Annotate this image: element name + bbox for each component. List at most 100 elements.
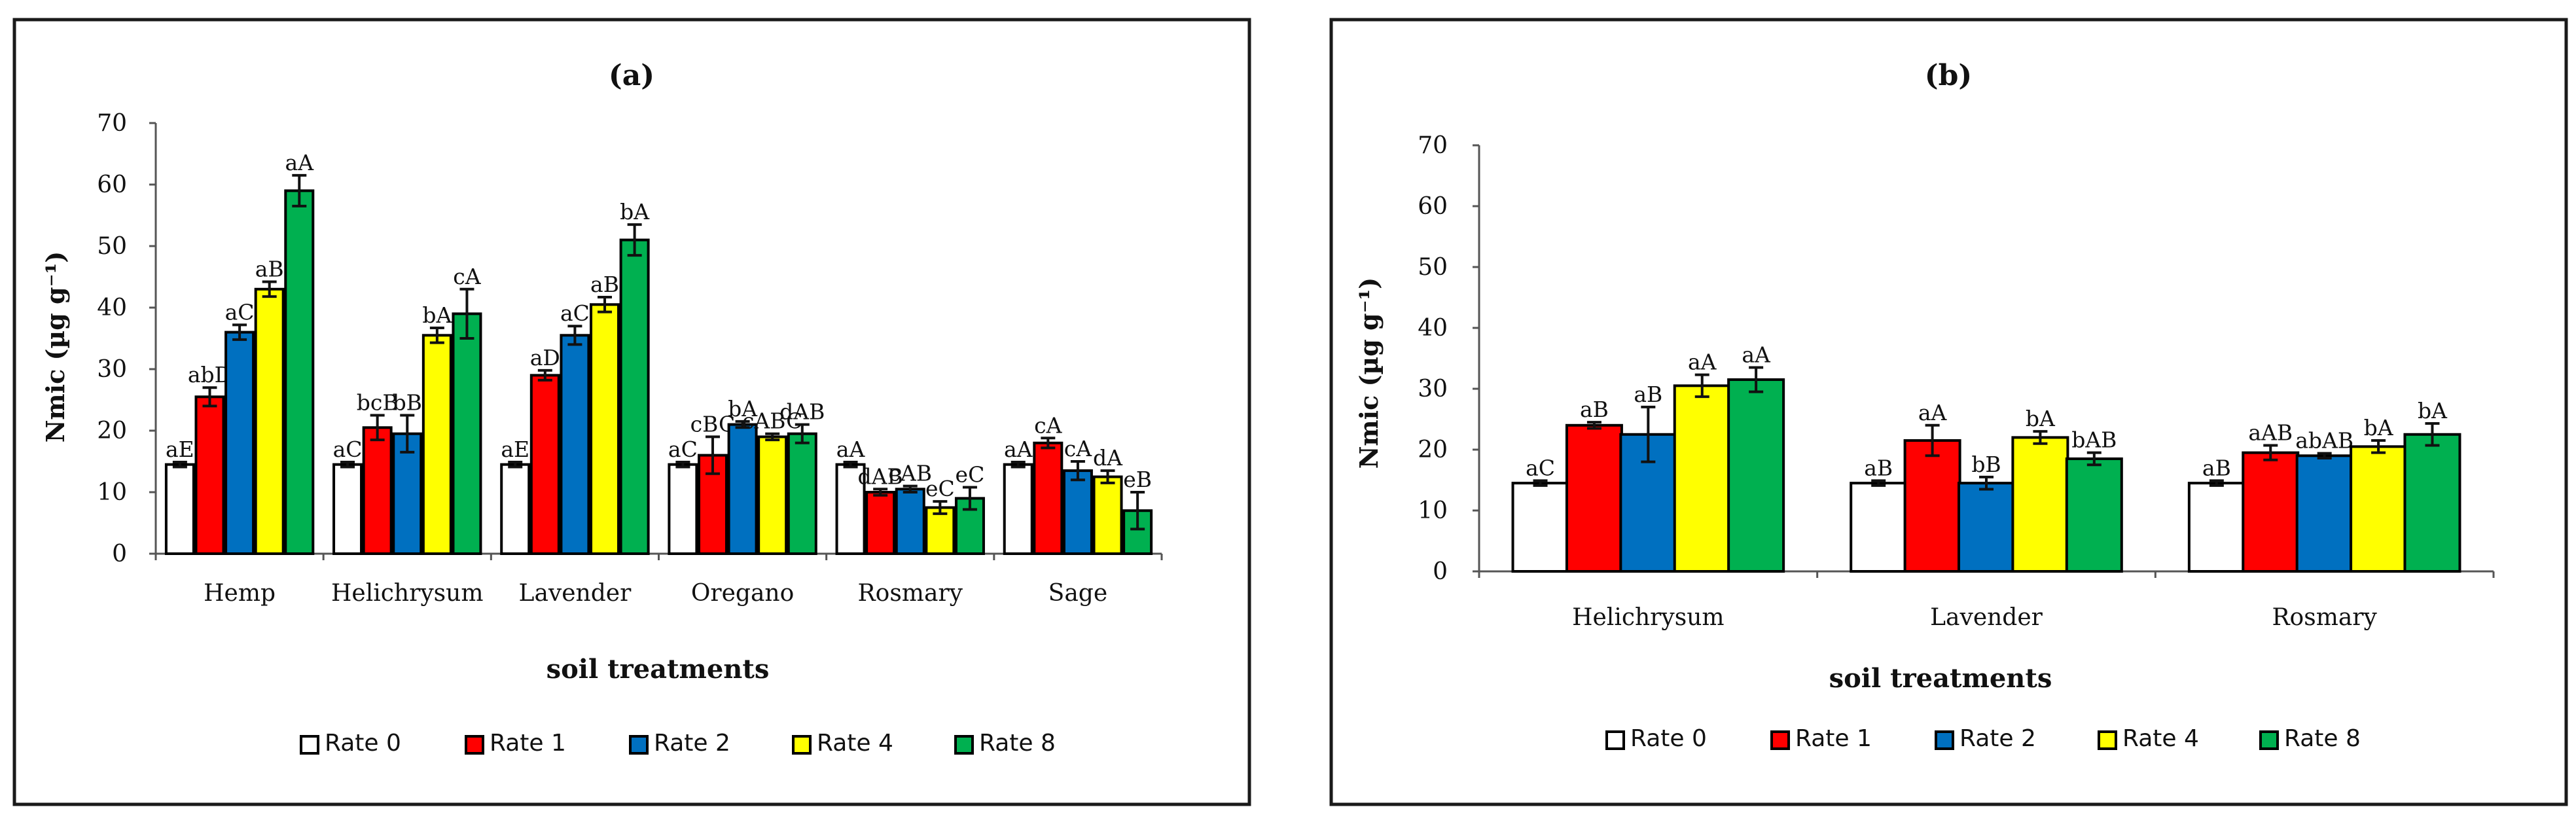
y-tick-label: 30	[97, 356, 127, 383]
bar-rate-8	[284, 189, 315, 555]
data-label: bA	[422, 302, 452, 328]
bar-rate-0	[835, 463, 866, 556]
data-label: aB	[1864, 455, 1893, 480]
panel-a-plot-area: 010203040506070HempaEabDaCaBaAHelichrysu…	[97, 110, 1163, 607]
data-label: aB	[1634, 382, 1662, 407]
bar-rate-0	[1850, 482, 1908, 573]
panel-b-y-axis-label: Nmic (µg g⁻¹)	[1354, 278, 1384, 469]
bar-rate-4	[421, 334, 452, 555]
legend-label: Rate 0	[325, 730, 401, 757]
data-label: abD	[188, 362, 232, 387]
y-tick-label: 50	[97, 233, 127, 260]
bar-rate-0	[668, 463, 698, 556]
data-label: bcB	[357, 390, 399, 416]
legend-swatch	[465, 735, 484, 755]
bar-rate-8	[2403, 433, 2461, 573]
legend-label: Rate 4	[817, 730, 893, 757]
data-label: dA	[1093, 445, 1123, 471]
y-tick-label: 20	[97, 418, 127, 444]
y-tick-label: 60	[1418, 193, 1448, 220]
bar-rate-0	[164, 463, 195, 556]
bar-rate-1	[2242, 451, 2300, 573]
x-category-label: Rosmary	[2272, 604, 2377, 631]
bar-rate-2	[895, 488, 925, 555]
bar-rate-8	[2065, 457, 2123, 573]
bar-rate-8	[619, 238, 650, 555]
bar-rate-8	[1727, 378, 1785, 573]
bar-rate-4	[1673, 384, 1731, 573]
bar-rate-4	[925, 506, 956, 555]
bar-rate-2	[560, 334, 590, 555]
data-label: bAB	[2071, 427, 2117, 453]
data-label: aC	[225, 299, 255, 325]
data-label: aA	[285, 150, 315, 175]
panel-b-frame	[1329, 18, 2568, 806]
data-label: aA	[1004, 437, 1033, 462]
bar-rate-0	[1511, 482, 1569, 573]
x-category-label: Lavender	[1930, 604, 2043, 631]
data-label: eC	[925, 476, 955, 501]
data-label: cA	[1064, 436, 1092, 461]
bar-rate-2	[727, 423, 758, 555]
data-label: bA	[2026, 406, 2056, 431]
legend-label: Rate 2	[654, 730, 730, 757]
y-tick-label: 10	[97, 479, 127, 506]
data-label: cA	[1034, 412, 1062, 438]
bar-rate-8	[787, 432, 817, 556]
legend-swatch	[300, 735, 319, 755]
bar-rate-1	[362, 426, 393, 555]
y-tick-label: 70	[1418, 132, 1448, 159]
bar-rate-4	[1092, 475, 1123, 555]
legend-label: Rate 2	[1959, 725, 2036, 752]
y-tick-label: 20	[1418, 437, 1448, 463]
data-label: abAB	[2295, 428, 2353, 454]
bar-rate-4	[2350, 445, 2408, 573]
data-label: aAB	[2248, 420, 2293, 445]
bar-rate-2	[1062, 469, 1093, 555]
panel-a-y-axis-label: Nmic (µg g⁻¹)	[41, 251, 70, 443]
x-category-label: Oregano	[691, 580, 794, 607]
bar-rate-4	[2011, 436, 2069, 573]
legend-swatch	[2098, 730, 2117, 750]
legend-swatch	[1770, 730, 1790, 750]
bar-rate-4	[757, 435, 788, 556]
legend-label: Rate 8	[979, 730, 1056, 757]
y-tick-label: 50	[1418, 254, 1448, 281]
bar-rate-0	[332, 463, 363, 556]
y-tick-label: 10	[1418, 497, 1448, 524]
bar-rate-0	[500, 463, 531, 556]
bar-rate-1	[865, 491, 896, 555]
x-category-label: Sage	[1048, 580, 1107, 607]
panel-b-plot-area: 0 10 20 30 40 50 60 70 Helichrysum aC aB aB aA aA Lave…	[1418, 132, 2495, 631]
legend-swatch	[954, 735, 974, 755]
data-label: eC	[956, 461, 985, 487]
data-label: cAB	[888, 461, 932, 486]
bar-rate-1	[529, 374, 560, 556]
legend-swatch	[629, 735, 649, 755]
data-label: aB	[1580, 397, 1609, 422]
x-category-label: Helichrysum	[1572, 604, 1724, 631]
x-category-label: Lavender	[519, 580, 632, 607]
legend-swatch	[2259, 730, 2279, 750]
bar-rate-2	[392, 432, 423, 556]
panel-a-x-axis-label: soil treatments	[546, 654, 770, 685]
data-label: aA	[1918, 400, 1948, 425]
data-label: aC	[560, 300, 590, 326]
x-category-label: Helichrysum	[331, 580, 483, 607]
bar-rate-0	[2187, 482, 2245, 573]
y-tick-label: 40	[1418, 315, 1448, 342]
data-label: aA	[836, 437, 866, 462]
data-label: bB	[393, 390, 422, 416]
panel-a-title: (a)	[609, 59, 654, 92]
bar-rate-1	[1565, 423, 1623, 573]
data-label: aA	[1688, 349, 1717, 375]
data-label: bA	[728, 396, 758, 421]
x-category-label: Hemp	[204, 580, 276, 607]
bar-rate-1	[1903, 439, 1961, 573]
legend-label: Rate 1	[1795, 725, 1872, 752]
panel-b-legend: Rate 0 Rate 1 Rate 2 Rate 4 Rate 8	[1605, 725, 2361, 752]
y-tick-label: 0	[1433, 558, 1448, 585]
bar-rate-4	[254, 287, 285, 555]
x-category-label: Rosmary	[858, 580, 963, 607]
